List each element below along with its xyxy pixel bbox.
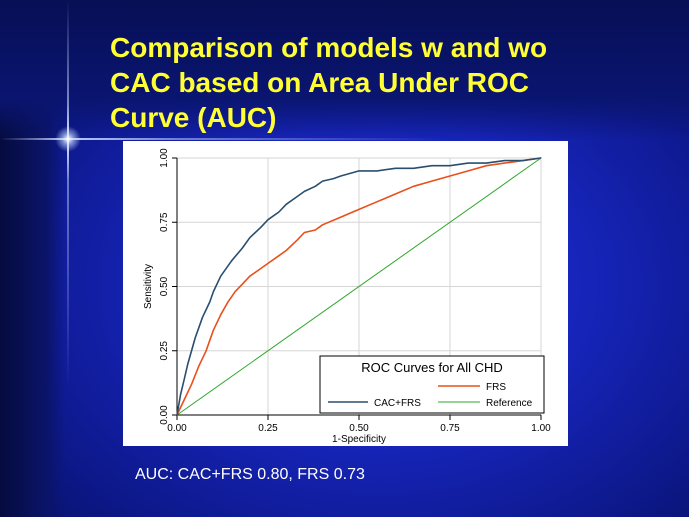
y-tick-label-2: 0.50 (159, 276, 170, 296)
legend-label-frs: FRS (486, 382, 506, 393)
auc-summary-text: AUC: CAC+FRS 0.80, FRS 0.73 (135, 466, 365, 483)
series-line-frs (176, 157, 542, 416)
slide-title-line-3: Curve (AUC) (110, 102, 277, 133)
roc-chart-panel: 0.00 0.00 0.25 0.25 0.50 0.50 0.75 0.75 1.00 1.00… (123, 141, 568, 446)
series-line-cac-frs (176, 157, 542, 416)
y-tick-label-0: 0.00 (159, 405, 170, 425)
slide-title-line-2: CAC based on Area Under ROC (110, 67, 530, 98)
lens-flare-horizontal (0, 138, 440, 140)
slide-title-line-1: Comparison of models w and wo (110, 32, 548, 63)
y-axis-label: Sensitivity (143, 264, 154, 309)
x-tick-label-2: 0.50 (349, 423, 369, 434)
legend-label-cac-frs: CAC+FRS (374, 398, 421, 409)
roc-chart: 0.000.00 0.25 0.25 0.50 0.50 0.75 0.75 1.00 1.00… (143, 148, 551, 445)
x-tick-label-1: 0.25 (258, 423, 278, 434)
legend-box (319, 355, 545, 414)
x-axis-label: 1-Specificity (332, 434, 386, 445)
y-tick-label-4: 1.00 (159, 148, 170, 168)
legend-label-reference: Reference (486, 398, 533, 409)
y-tick-label-3: 0.75 (159, 212, 170, 232)
x-tick-label-4: 1.00 (531, 423, 551, 434)
slide-title: Comparison of models w and wo CAC based … (110, 30, 670, 135)
x-tick-label-3: 0.75 (440, 423, 460, 434)
lens-flare-glow (55, 126, 81, 152)
x-tick-label-0: 0.00 (167, 423, 187, 434)
background-top-band (0, 0, 689, 140)
series-line-reference (176, 157, 542, 416)
lens-flare-vertical (67, 0, 69, 517)
legend-title: ROC Curves for All CHD (361, 360, 503, 375)
y-tick-label-1: 0.25 (159, 341, 170, 361)
